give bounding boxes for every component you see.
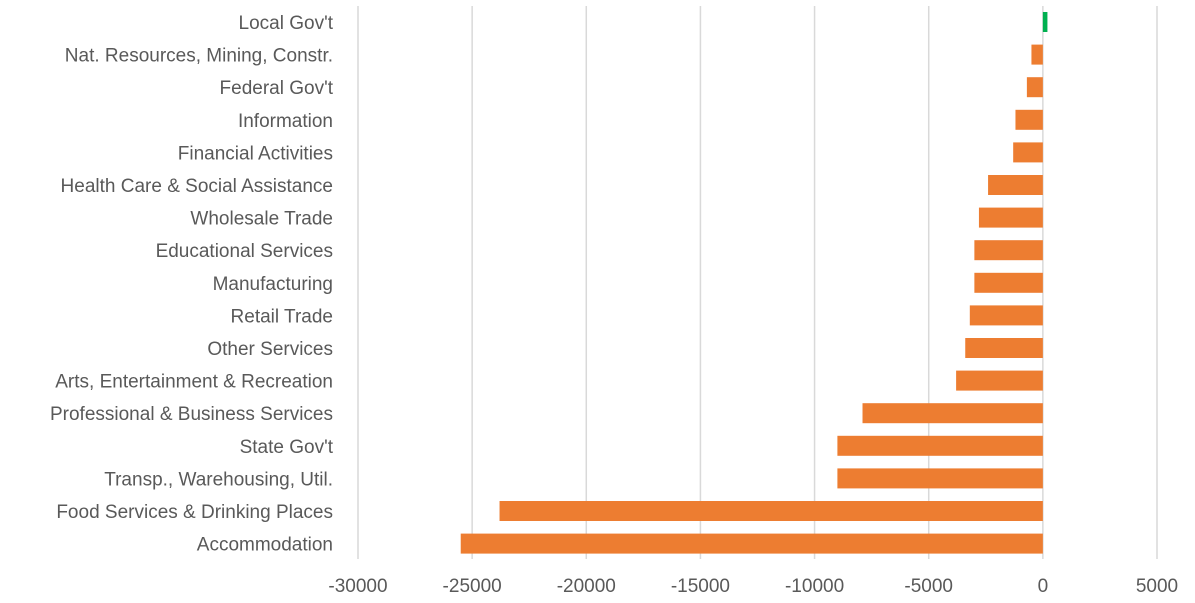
bar (974, 240, 1043, 261)
bar (1031, 44, 1043, 65)
bar (974, 272, 1043, 293)
bar (1013, 142, 1043, 163)
category-label: Health Care & Social Assistance (61, 176, 333, 197)
x-tick-label: 0 (1038, 576, 1049, 597)
category-label: Food Services & Drinking Places (56, 502, 333, 523)
x-tick-label: -10000 (785, 576, 844, 597)
bar (460, 533, 1043, 554)
category-label: Educational Services (156, 241, 333, 262)
gridlines (357, 6, 1158, 559)
x-tick-label: -30000 (328, 576, 387, 597)
bar (837, 468, 1043, 489)
x-tick-labels: -30000 -25000 -20000 -15000 -10000 -5000 0 5000 (328, 576, 1178, 597)
category-labels: Local Gov't Nat. Resources, Mining, Const… (50, 13, 334, 556)
category-label: Accommodation (197, 535, 333, 556)
x-tick-label: -25000 (443, 576, 502, 597)
x-tick-label: -15000 (671, 576, 730, 597)
bar (862, 403, 1043, 424)
category-label: Information (238, 111, 333, 132)
bar (956, 370, 1043, 391)
category-label: Retail Trade (231, 306, 333, 327)
category-label: Professional & Business Services (50, 404, 333, 425)
x-tick-label: 5000 (1136, 576, 1178, 597)
bar (1015, 109, 1043, 130)
bars (460, 12, 1048, 554)
bar (1026, 77, 1043, 98)
bar (499, 501, 1043, 521)
category-label: Wholesale Trade (190, 209, 333, 230)
category-label: Arts, Entertainment & Recreation (55, 372, 333, 393)
category-label: State Gov't (240, 437, 334, 458)
category-label: Nat. Resources, Mining, Constr. (65, 46, 333, 67)
category-label: Financial Activities (178, 143, 333, 164)
bar (965, 338, 1043, 358)
category-label: Manufacturing (213, 274, 333, 295)
bar (978, 207, 1043, 228)
x-tick-label: -5000 (904, 576, 953, 597)
bar (837, 435, 1043, 456)
category-label: Federal Gov't (220, 78, 334, 99)
category-label: Transp., Warehousing, Util. (104, 469, 333, 490)
x-tick-label: -20000 (557, 576, 616, 597)
category-label: Other Services (207, 339, 333, 360)
bar (988, 175, 1043, 195)
bar (1042, 12, 1048, 32)
category-label: Local Gov't (239, 13, 334, 34)
bar (969, 305, 1043, 326)
